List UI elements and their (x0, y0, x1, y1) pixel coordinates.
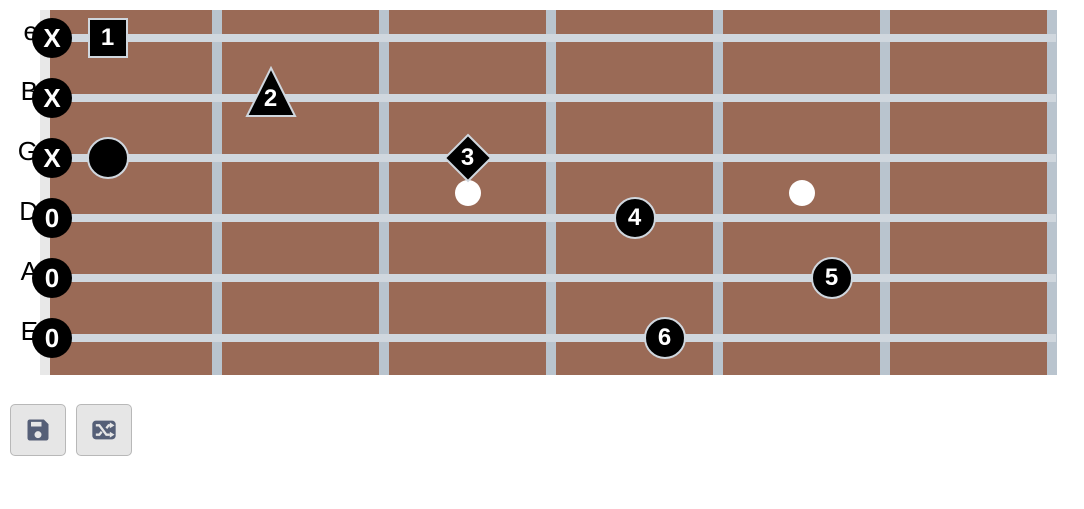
string-line (40, 154, 1056, 162)
string-labels: eBGDAE (10, 10, 38, 378)
string-line (40, 34, 1056, 42)
nut-marker: 0 (32, 198, 72, 238)
note-diamond: 3 (443, 133, 493, 183)
note-label: 1 (101, 24, 114, 52)
save-button[interactable] (10, 404, 66, 456)
nut-marker: X (32, 138, 72, 178)
note-label: 2 (264, 85, 277, 113)
fret-inlay (789, 180, 815, 206)
shuffle-icon (90, 416, 118, 444)
note-circle: 5 (811, 257, 853, 299)
fret-line (713, 10, 723, 375)
fret-line (1047, 10, 1057, 375)
note-label: 3 (461, 144, 474, 172)
nut-marker: X (32, 18, 72, 58)
fret-line (880, 10, 890, 375)
note-circle (87, 137, 129, 179)
toolbar (10, 404, 1074, 456)
note-label: 6 (658, 324, 671, 352)
nut-marker: X (32, 78, 72, 118)
string-line (40, 214, 1056, 222)
note-label: 5 (825, 264, 838, 292)
string-line (40, 94, 1056, 102)
shuffle-button[interactable] (76, 404, 132, 456)
note-label: 4 (628, 204, 641, 232)
fretboard-container: eBGDAE XXX000123456 (10, 10, 1074, 378)
fret-line (546, 10, 556, 375)
fret-line (212, 10, 222, 375)
nut-marker: 0 (32, 318, 72, 358)
note-circle: 4 (614, 197, 656, 239)
fret-line (379, 10, 389, 375)
note-triangle: 2 (245, 66, 297, 118)
nut-marker: 0 (32, 258, 72, 298)
fretboard: XXX000123456 (40, 10, 1056, 375)
string-line (40, 274, 1056, 282)
string-line (40, 334, 1056, 342)
save-icon (24, 416, 52, 444)
note-square: 1 (88, 18, 128, 58)
fret-inlay (455, 180, 481, 206)
note-circle: 6 (644, 317, 686, 359)
